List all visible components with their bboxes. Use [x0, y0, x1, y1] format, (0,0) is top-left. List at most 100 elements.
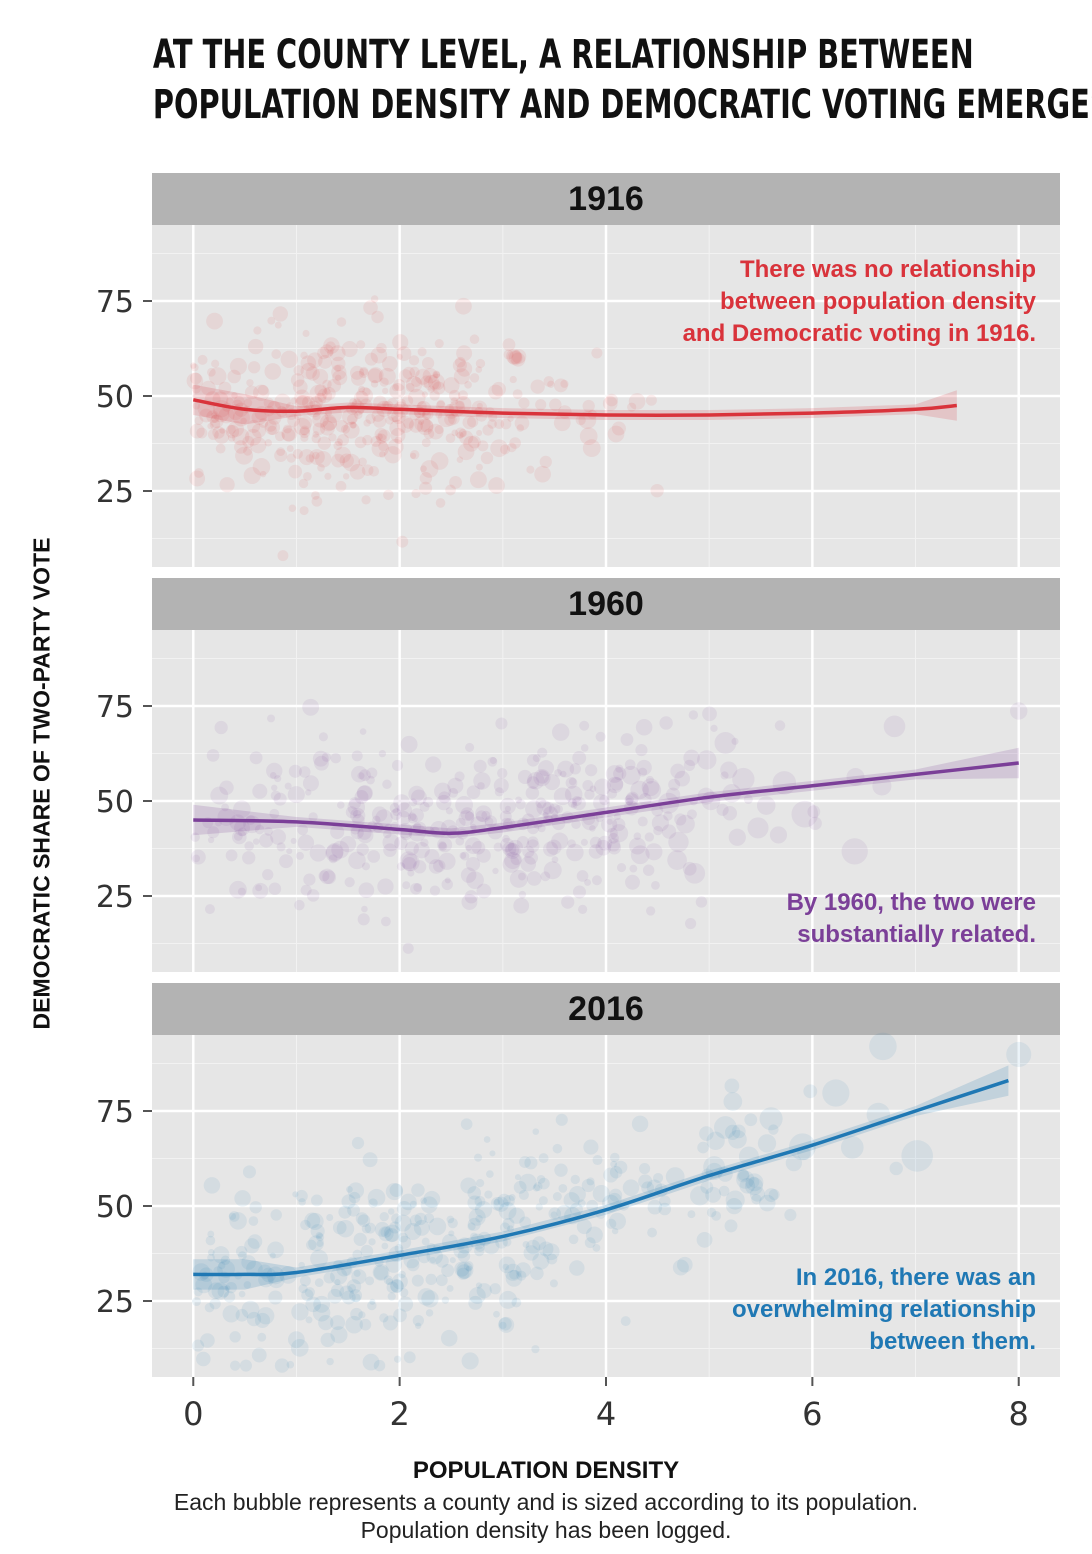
county-bubble: [437, 409, 455, 428]
county-bubble: [565, 777, 578, 789]
county-bubble: [352, 1249, 363, 1260]
county-bubble: [502, 1237, 512, 1247]
county-bubble: [608, 832, 619, 844]
county-bubble: [500, 444, 511, 455]
county-bubble: [252, 783, 268, 799]
county-bubble: [252, 838, 260, 845]
county-bubble: [444, 413, 457, 426]
county-bubble: [348, 851, 366, 870]
county-bubble: [310, 1249, 328, 1268]
county-bubble: [366, 775, 375, 785]
county-bubble: [392, 807, 401, 817]
county-bubble: [468, 1208, 486, 1226]
county-bubble: [353, 1269, 361, 1277]
y-tick-label: 75: [96, 1095, 134, 1130]
x-tick-label: 8: [1009, 1395, 1029, 1433]
trend-confidence-band: [193, 1065, 1009, 1290]
county-bubble: [264, 419, 281, 435]
y-tick-label: 25: [96, 1285, 134, 1320]
bubbles: [186, 295, 664, 562]
county-bubble: [427, 385, 435, 393]
county-bubble: [347, 1182, 365, 1199]
county-bubble: [373, 395, 387, 410]
county-bubble: [312, 411, 329, 428]
county-bubble: [389, 802, 400, 813]
county-bubble: [585, 1226, 603, 1244]
county-bubble: [638, 767, 648, 777]
county-bubble: [233, 800, 251, 818]
county-bubble: [396, 862, 406, 871]
county-bubble: [298, 766, 311, 778]
county-bubble: [347, 1203, 360, 1217]
county-bubble: [242, 1165, 256, 1179]
county-bubble: [280, 350, 298, 369]
county-bubble: [739, 1177, 756, 1194]
county-bubble: [731, 1124, 746, 1139]
county-bubble: [407, 812, 417, 821]
county-bubble: [438, 841, 447, 850]
county-bubble: [215, 443, 226, 454]
county-bubble: [803, 1084, 818, 1099]
county-bubble: [327, 349, 334, 356]
county-bubble: [259, 470, 267, 478]
county-bubble: [407, 813, 418, 824]
county-bubble: [447, 412, 460, 425]
county-bubble: [345, 806, 358, 819]
county-bubble: [312, 412, 321, 421]
county-bubble: [305, 1316, 313, 1324]
county-bubble: [219, 427, 226, 434]
county-bubble: [342, 473, 350, 480]
county-bubble: [402, 366, 416, 380]
county-bubble: [419, 801, 430, 812]
county-bubble: [394, 836, 408, 850]
county-bubble: [420, 375, 433, 388]
county-bubble: [504, 851, 522, 870]
county-bubble: [428, 1217, 447, 1236]
county-bubble: [592, 1184, 610, 1203]
county-bubble: [396, 810, 411, 826]
county-bubble: [299, 1275, 311, 1287]
county-bubble: [579, 427, 598, 446]
county-bubble: [195, 1276, 213, 1294]
county-bubble: [192, 854, 201, 863]
county-bubble: [264, 439, 272, 447]
county-bubble: [433, 371, 441, 379]
footnote-line-1: Each bubble represents a county and is s…: [173, 1489, 919, 1515]
county-bubble: [218, 381, 232, 395]
county-bubble: [505, 1270, 523, 1287]
county-bubble: [438, 791, 451, 804]
county-bubble: [551, 856, 559, 863]
county-bubble: [470, 816, 487, 833]
county-bubble: [639, 1163, 651, 1175]
county-bubble: [748, 1176, 760, 1188]
county-bubble: [516, 424, 525, 432]
county-bubble: [288, 504, 297, 512]
county-bubble: [303, 873, 316, 886]
county-bubble: [294, 389, 311, 406]
county-bubble: [584, 789, 595, 800]
county-bubble: [456, 400, 465, 410]
county-bubble: [350, 422, 357, 429]
county-bubble: [379, 451, 386, 458]
county-bubble: [229, 1331, 241, 1343]
county-bubble: [290, 373, 305, 387]
county-bubble: [458, 810, 475, 827]
annotation-line: In 2016, there was an: [796, 1264, 1036, 1291]
county-bubble: [317, 346, 330, 360]
county-bubble: [214, 720, 228, 735]
county-bubble: [659, 1195, 671, 1207]
county-bubble: [597, 835, 613, 851]
county-bubble: [438, 852, 456, 870]
county-bubble: [229, 1212, 247, 1230]
county-bubble: [192, 1297, 201, 1307]
county-bubble: [286, 1360, 295, 1369]
county-bubble: [492, 867, 499, 875]
county-bubble: [784, 1208, 797, 1222]
county-bubble: [399, 851, 418, 870]
county-bubble: [624, 759, 636, 771]
county-bubble: [526, 465, 535, 474]
county-bubble: [684, 862, 706, 884]
county-bubble: [518, 890, 527, 899]
county-bubble: [290, 837, 297, 844]
county-bubble: [532, 1128, 540, 1135]
